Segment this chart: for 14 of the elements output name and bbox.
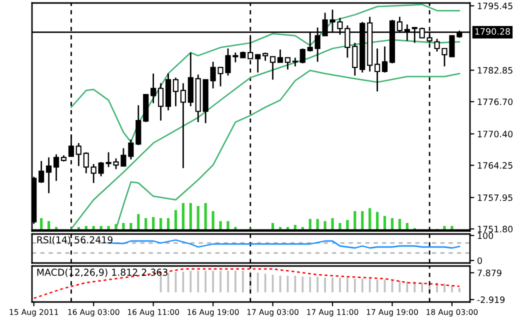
y-tick-label: 1782.85 xyxy=(478,67,512,74)
y-tick-label: 1757.95 xyxy=(478,194,512,201)
y-tick-label: 1764.25 xyxy=(478,162,512,169)
y-tick-label: 1751.80 xyxy=(478,226,513,232)
y-tick-label: -2.919 xyxy=(477,296,505,304)
y-tick-label: 0 xyxy=(478,257,482,264)
chart-title: RSI(14) 56.2419 xyxy=(37,236,113,244)
y-tick-label: 100 xyxy=(478,232,494,239)
chart-title: MACD(12,26,9) 1.812 2.363 xyxy=(37,268,168,277)
ref-line-label: 1790.28 xyxy=(475,28,510,35)
y-tick-label: 1795.45 xyxy=(478,2,512,10)
y-tick-label: 1776.70 xyxy=(478,98,513,106)
y-tick-label: 1770.40 xyxy=(478,130,513,138)
y-tick-label: 7.879 xyxy=(478,270,502,276)
